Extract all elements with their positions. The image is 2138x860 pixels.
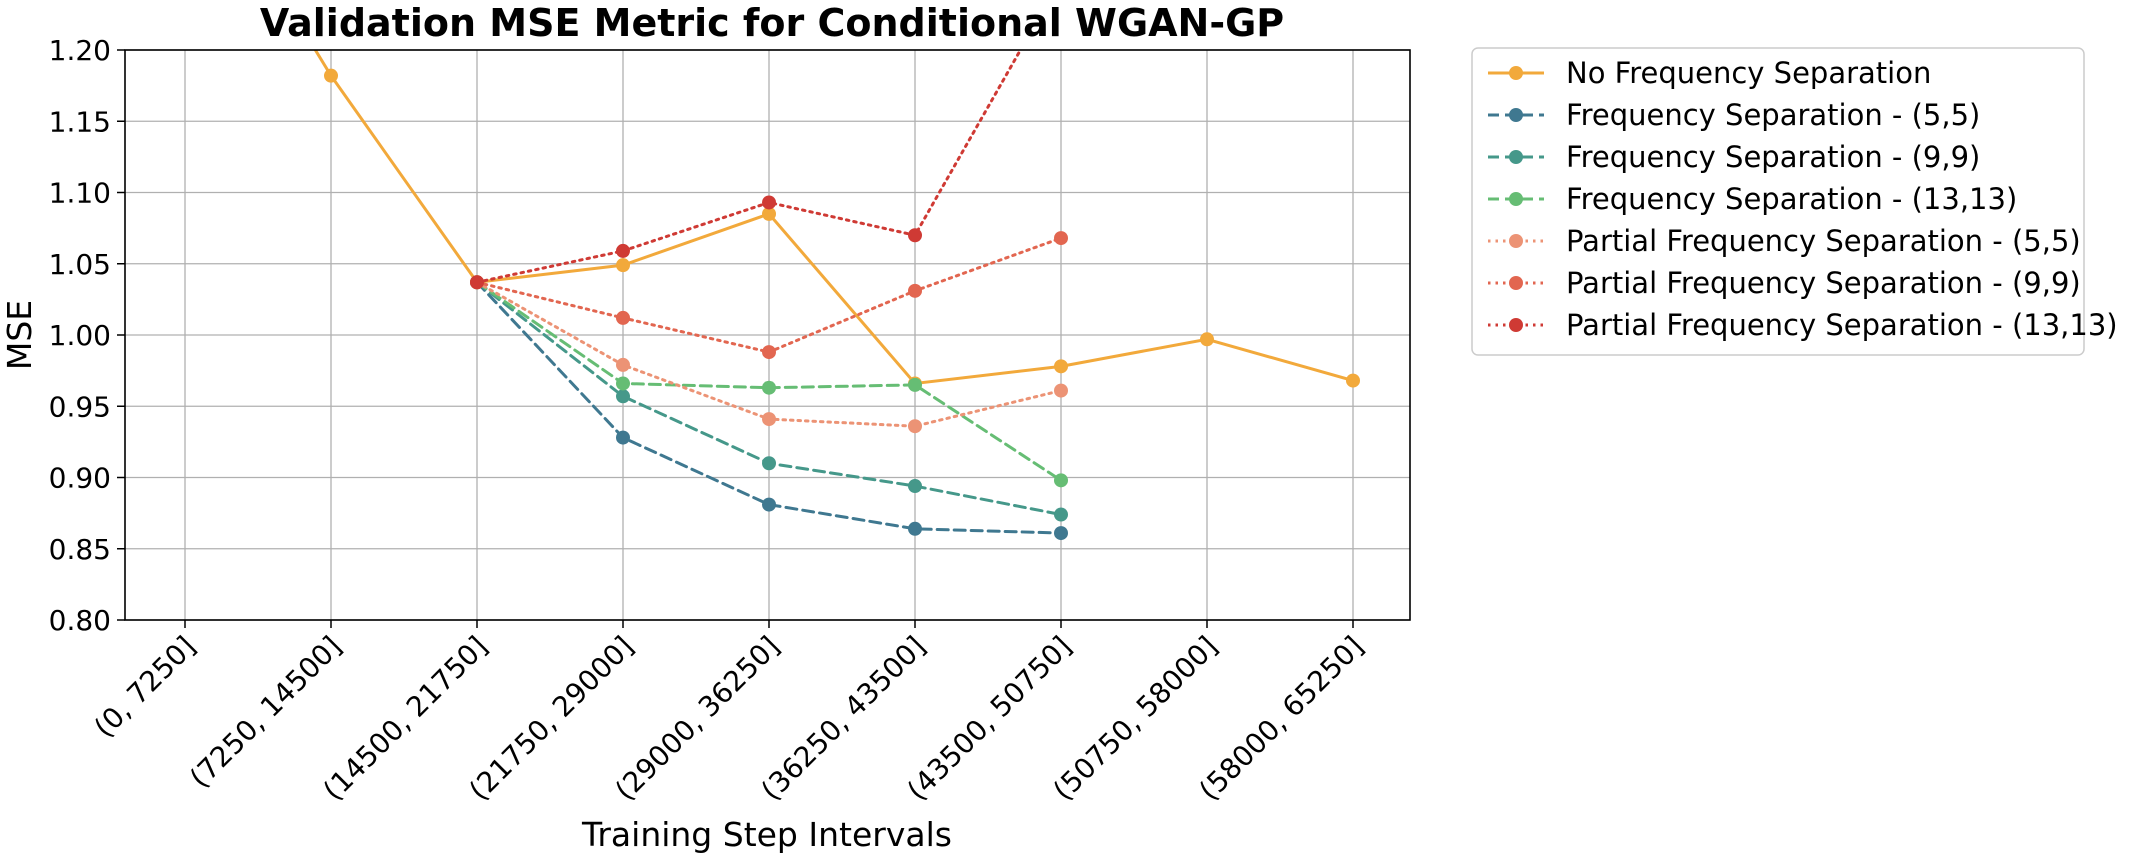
data-point (324, 68, 338, 83)
chart-title: Validation MSE Metric for Conditional WG… (260, 1, 1284, 45)
legend-marker (1509, 192, 1523, 206)
data-point (616, 357, 630, 372)
y-tick-label: 1.00 (49, 319, 111, 352)
data-point (616, 376, 630, 391)
legend-label: Frequency Separation - (5,5) (1566, 98, 1980, 132)
data-point (762, 380, 776, 395)
data-point (1054, 231, 1068, 246)
y-tick-label: 0.85 (49, 533, 111, 566)
data-point (616, 258, 630, 273)
legend: No Frequency Separation Frequency Separat… (1471, 47, 2118, 356)
data-point (470, 275, 484, 290)
y-tick-label: 0.90 (49, 462, 111, 495)
legend-frame (1471, 47, 2085, 356)
legend-label: No Frequency Separation (1566, 56, 1931, 90)
data-point (762, 497, 776, 512)
legend-label: Partial Frequency Separation - (13,13) (1566, 308, 2118, 342)
data-point (908, 479, 922, 494)
legend-marker (1509, 66, 1523, 80)
legend-marker (1509, 318, 1523, 332)
legend-marker (1509, 108, 1523, 122)
data-point (616, 430, 630, 445)
data-point (908, 283, 922, 298)
legend-label: Frequency Separation - (9,9) (1566, 140, 1980, 174)
y-axis-label: MSE (0, 300, 39, 370)
legend-label: Partial Frequency Separation - (9,9) (1566, 266, 2081, 300)
data-point (1054, 383, 1068, 398)
data-point (1054, 507, 1068, 522)
y-tick-label: 1.20 (49, 34, 111, 67)
data-point (1054, 526, 1068, 541)
data-point (908, 228, 922, 243)
legend-marker (1509, 234, 1523, 248)
y-tick-label: 1.05 (49, 248, 111, 281)
y-tick-label: 0.95 (49, 390, 111, 423)
y-tick-label: 1.10 (49, 177, 111, 210)
data-point (762, 456, 776, 471)
data-point (908, 419, 922, 434)
legend-label: Frequency Separation - (13,13) (1566, 182, 2017, 216)
series-layer (313, 50, 1360, 541)
data-point (616, 310, 630, 325)
data-point (1054, 473, 1068, 488)
legend-label: Partial Frequency Separation - (5,5) (1566, 224, 2081, 258)
data-point (908, 377, 922, 392)
x-axis-label: Training Step Intervals (581, 815, 952, 854)
data-point (762, 206, 776, 221)
data-point (1054, 359, 1068, 374)
data-point (908, 521, 922, 536)
y-tick-labels: 0.80 0.85 0.90 0.95 1.00 1.05 1.10 1.15 1.20 (49, 34, 125, 637)
data-point (616, 389, 630, 404)
legend-marker (1509, 276, 1523, 290)
y-tick-label: 0.80 (49, 604, 111, 637)
y-tick-label: 1.15 (49, 105, 111, 138)
data-point (762, 345, 776, 360)
data-point (1200, 332, 1214, 347)
data-point (762, 412, 776, 427)
data-point (616, 243, 630, 258)
legend-marker (1509, 150, 1523, 164)
data-point (1346, 373, 1360, 388)
data-point (762, 195, 776, 210)
